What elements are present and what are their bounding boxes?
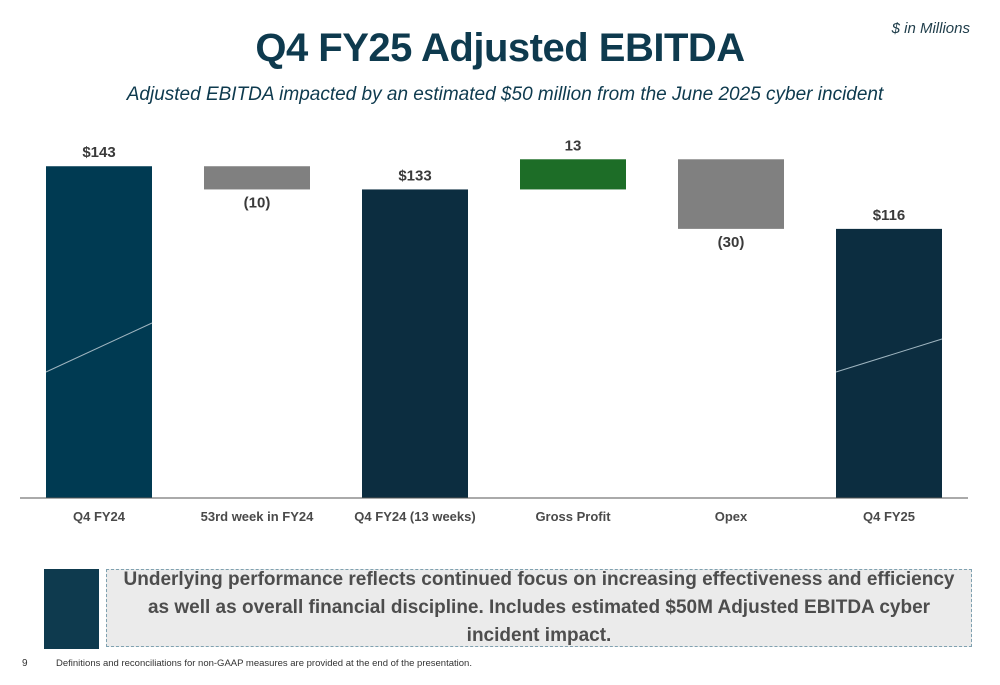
bar-2	[362, 189, 468, 498]
category-label-0: Q4 FY24	[73, 509, 126, 524]
data-label-0: $143	[82, 144, 115, 161]
page-title: Q4 FY25 Adjusted EBITDA	[255, 26, 745, 70]
bar-decoration-line-0	[45, 322, 153, 373]
category-label-1: 53rd week in FY24	[201, 509, 314, 524]
bar-0	[46, 166, 152, 499]
category-label-2: Q4 FY24 (13 weeks)	[354, 509, 475, 524]
data-label-2: $133	[398, 167, 431, 184]
page-subtitle: Adjusted EBITDA impacted by an estimated…	[126, 84, 884, 105]
page-number: 9	[22, 658, 28, 669]
data-label-4: (30)	[718, 234, 745, 251]
bar-4	[678, 159, 784, 229]
data-label-3: 13	[565, 137, 582, 154]
data-label-5: $116	[873, 207, 906, 224]
callout-box: Underlying performance reflects continue…	[106, 569, 972, 647]
bar-decoration-line-5	[835, 338, 943, 373]
data-label-1: (10)	[244, 194, 271, 211]
bar-1	[204, 166, 310, 190]
category-label-4: Opex	[715, 509, 748, 524]
callout-accent-block	[44, 569, 99, 649]
bar-5	[836, 228, 942, 498]
units-note: $ in Millions	[891, 20, 970, 37]
footnote: Definitions and reconciliations for non-…	[56, 658, 472, 669]
category-label-3: Gross Profit	[535, 509, 611, 524]
waterfall-chart: $143 Q4 FY24 (10) 53rd week in FY24 $133 Q4 F…	[20, 137, 968, 524]
category-label-5: Q4 FY25	[863, 509, 915, 524]
callout-text: Underlying performance reflects continue…	[123, 569, 955, 646]
bar-3	[520, 159, 626, 190]
